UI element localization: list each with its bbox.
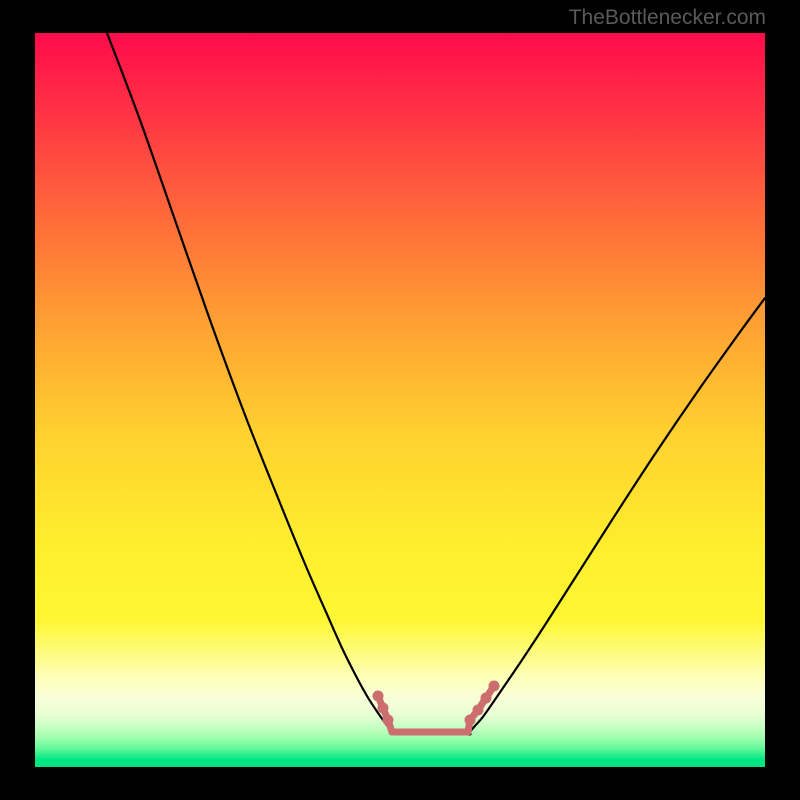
trough-marker-dot	[481, 693, 492, 704]
trough-marker-dot	[489, 681, 500, 692]
chart-stage: TheBottlenecker.com	[0, 0, 800, 800]
trough-marker-dot	[373, 691, 384, 702]
plot-background	[35, 33, 765, 767]
trough-marker-dot	[465, 715, 476, 726]
trough-marker-dot	[378, 703, 389, 714]
watermark-text: TheBottlenecker.com	[569, 6, 766, 30]
bottleneck-curve-chart	[0, 0, 800, 800]
trough-marker-dot	[473, 705, 484, 716]
